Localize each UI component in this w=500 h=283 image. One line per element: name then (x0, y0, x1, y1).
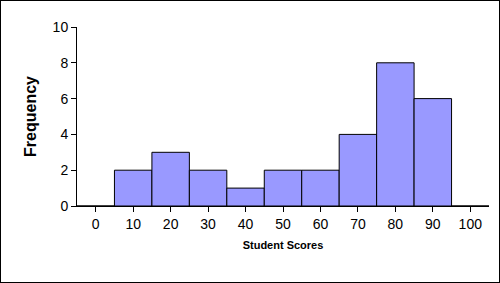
svg-text:90: 90 (425, 216, 441, 232)
svg-text:0: 0 (60, 198, 68, 214)
svg-text:Frequency: Frequency (22, 76, 39, 157)
svg-text:50: 50 (275, 216, 291, 232)
svg-text:4: 4 (60, 126, 68, 142)
svg-text:6: 6 (60, 91, 68, 107)
svg-text:2: 2 (60, 162, 68, 178)
svg-text:70: 70 (350, 216, 366, 232)
svg-text:40: 40 (238, 216, 254, 232)
svg-text:80: 80 (388, 216, 404, 232)
svg-text:Student Scores: Student Scores (243, 239, 324, 251)
svg-text:8: 8 (60, 55, 68, 71)
svg-text:10: 10 (53, 19, 69, 35)
svg-text:0: 0 (92, 216, 100, 232)
svg-text:30: 30 (200, 216, 216, 232)
svg-text:100: 100 (459, 216, 483, 232)
svg-text:60: 60 (313, 216, 329, 232)
svg-text:10: 10 (125, 216, 141, 232)
svg-text:20: 20 (163, 216, 179, 232)
